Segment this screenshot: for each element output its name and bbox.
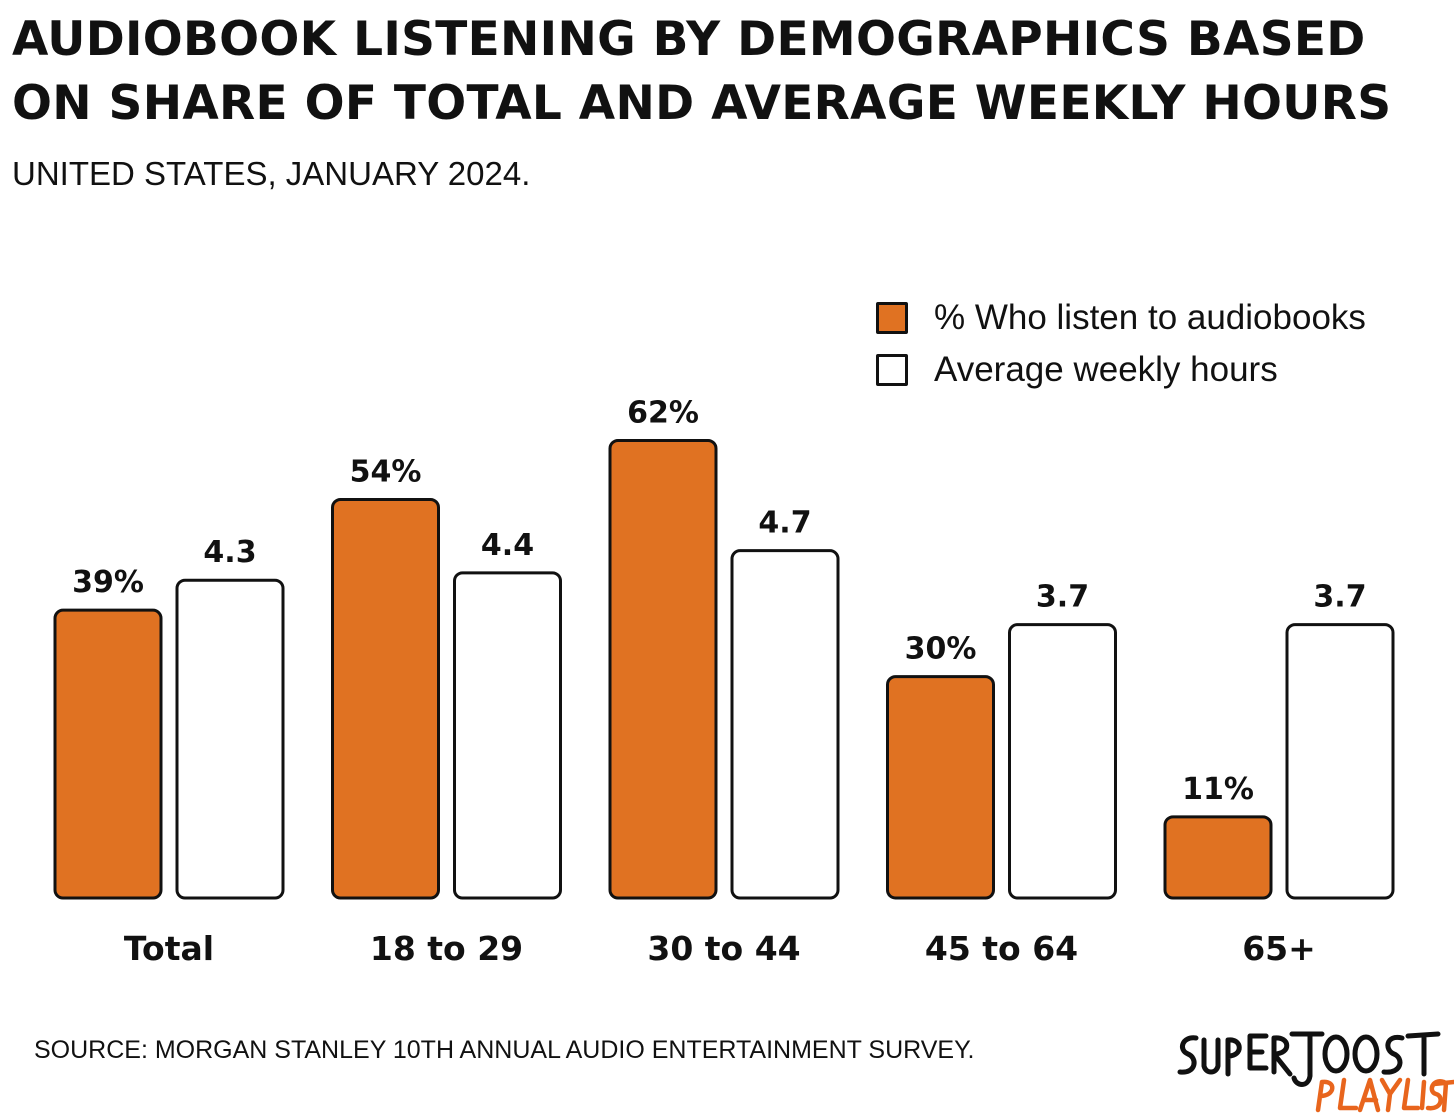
data-label-hours-4: 3.7	[1313, 580, 1366, 615]
title-line-2: ON SHARE OF TOTAL AND AVERAGE WEEKLY HOU…	[12, 76, 1392, 131]
bar-hours-3	[1008, 623, 1117, 900]
data-label-hours-3: 3.7	[1036, 580, 1089, 615]
data-label-percent-2: 62%	[627, 395, 699, 430]
legend-label-hours: Average weekly hours	[934, 350, 1278, 389]
category-label-2: 30 to 44	[647, 929, 800, 968]
bar-hours-1	[453, 571, 562, 900]
data-label-percent-0: 39%	[72, 565, 144, 600]
title-line-1: AUDIOBOOK LISTENING BY DEMOGRAPHICS BASE…	[12, 12, 1366, 67]
legend-swatch-white	[876, 354, 908, 386]
legend-item-percent: % Who listen to audiobooks	[876, 292, 1366, 344]
bar-percent-2	[608, 438, 718, 900]
legend-swatch-orange	[876, 302, 908, 334]
legend: % Who listen to audiobooks Average weekl…	[876, 292, 1366, 396]
bar-hours-0	[175, 578, 285, 900]
bar-percent-3	[886, 675, 995, 900]
data-label-percent-3: 30%	[905, 632, 977, 667]
superjoost-playlist-logo	[1177, 1031, 1454, 1113]
bar-percent-0	[53, 608, 163, 900]
source-note: SOURCE: MORGAN STANLEY 10TH ANNUAL AUDIO…	[34, 1036, 975, 1064]
legend-item-hours: Average weekly hours	[876, 344, 1366, 396]
data-label-percent-4: 11%	[1182, 772, 1254, 807]
data-label-hours-1: 4.4	[481, 528, 534, 563]
data-label-percent-1: 54%	[350, 454, 422, 489]
bar-hours-2	[730, 549, 840, 900]
chart-subtitle: UNITED STATES, JANUARY 2024.	[12, 155, 531, 192]
data-label-hours-0: 4.3	[203, 535, 256, 570]
chart-title: AUDIOBOOK LISTENING BY DEMOGRAPHICS BASE…	[12, 8, 1452, 136]
category-label-3: 45 to 64	[925, 929, 1078, 968]
category-label-0: Total	[124, 929, 214, 968]
bar-percent-1	[331, 497, 440, 900]
category-label-1: 18 to 29	[370, 929, 523, 968]
bar-hours-4	[1285, 623, 1395, 900]
bar-percent-4	[1163, 815, 1273, 900]
data-label-hours-2: 4.7	[758, 506, 811, 541]
legend-label-percent: % Who listen to audiobooks	[934, 298, 1366, 337]
category-label-4: 65+	[1242, 929, 1316, 968]
bar-chart: 39% 4.3 Total 54% 4.4 18 to 29 62% 4.7 30 to 44 3…	[53, 395, 1395, 968]
